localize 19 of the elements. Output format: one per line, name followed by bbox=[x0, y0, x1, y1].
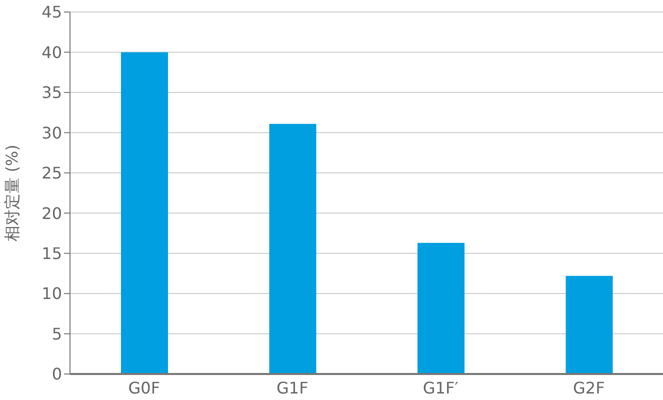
y-tick-label: 40 bbox=[42, 42, 62, 62]
x-tick-label: G1F′ bbox=[422, 378, 459, 398]
y-tick-label: 15 bbox=[42, 244, 62, 264]
y-axis-title: 相对定量 (%) bbox=[2, 144, 22, 242]
y-tick-label: 45 bbox=[42, 2, 62, 22]
y-tick-label: 0 bbox=[52, 364, 62, 384]
x-tick-label: G1F bbox=[276, 378, 308, 398]
bar bbox=[418, 242, 464, 374]
bar bbox=[121, 52, 168, 374]
y-tick-label: 5 bbox=[52, 324, 62, 344]
x-tick-label: G0F bbox=[128, 378, 160, 398]
y-tick-label: 30 bbox=[42, 123, 62, 142]
y-tick-label: 35 bbox=[42, 83, 62, 102]
y-tick-label: 25 bbox=[42, 164, 62, 183]
y-tick-label: 20 bbox=[42, 204, 62, 223]
x-tick-label: G2F bbox=[572, 378, 605, 398]
bar bbox=[566, 276, 613, 374]
y-tick-label: 10 bbox=[42, 284, 62, 304]
bar bbox=[269, 124, 316, 374]
